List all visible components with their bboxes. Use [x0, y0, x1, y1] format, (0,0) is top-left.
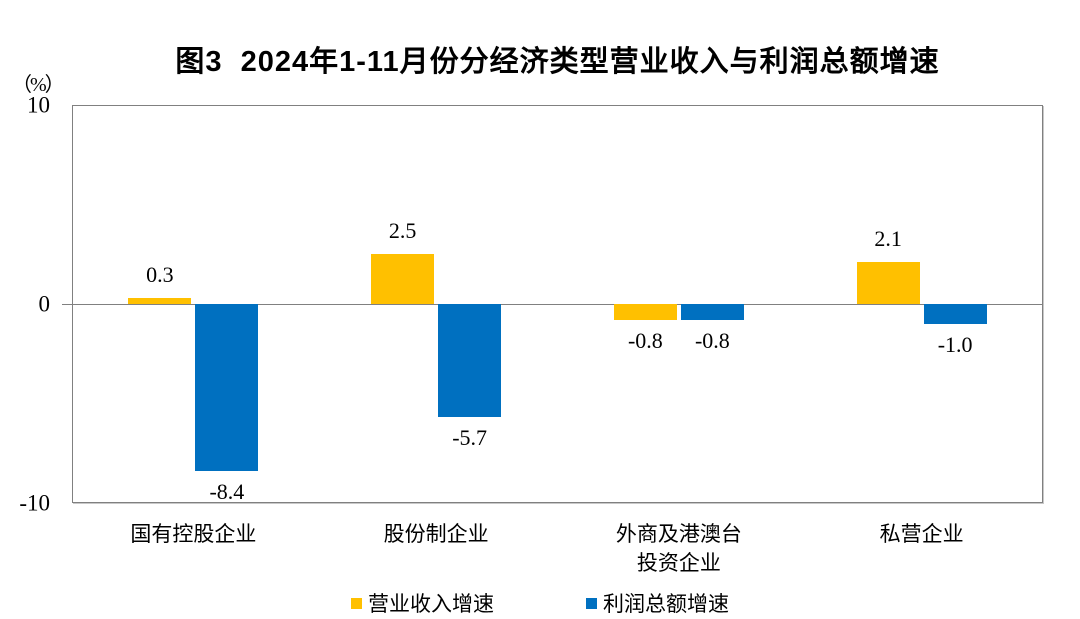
- legend-item: 营业收入增速: [351, 588, 494, 618]
- chart-title: 图3 2024年1-11月份分经济类型营业收入与利润总额增速: [175, 46, 940, 78]
- y-tick-label: -10: [19, 490, 50, 516]
- plot-area: [62, 105, 1043, 503]
- legend-label: 利润总额增速: [603, 592, 729, 616]
- zero-axis-tick: [62, 303, 73, 305]
- zero-gridline: [73, 303, 1042, 305]
- x-category-label: 股份制企业: [383, 522, 489, 546]
- x-category-label: 国有控股企业: [130, 522, 257, 546]
- y-tick-label: 0: [38, 291, 51, 317]
- revenue-legend-swatch-icon: [351, 597, 362, 609]
- legend: 营业收入增速 利润总额增速: [0, 588, 1080, 618]
- legend-item: 利润总额增速: [586, 588, 729, 618]
- y-axis-unit-label: （%）: [12, 74, 65, 96]
- x-category-label: 私营企业: [879, 522, 964, 546]
- legend-label: 营业收入增速: [368, 592, 494, 616]
- profit-legend-swatch-icon: [586, 597, 597, 609]
- x-category-label: 外商及港澳台 投资企业: [615, 522, 742, 575]
